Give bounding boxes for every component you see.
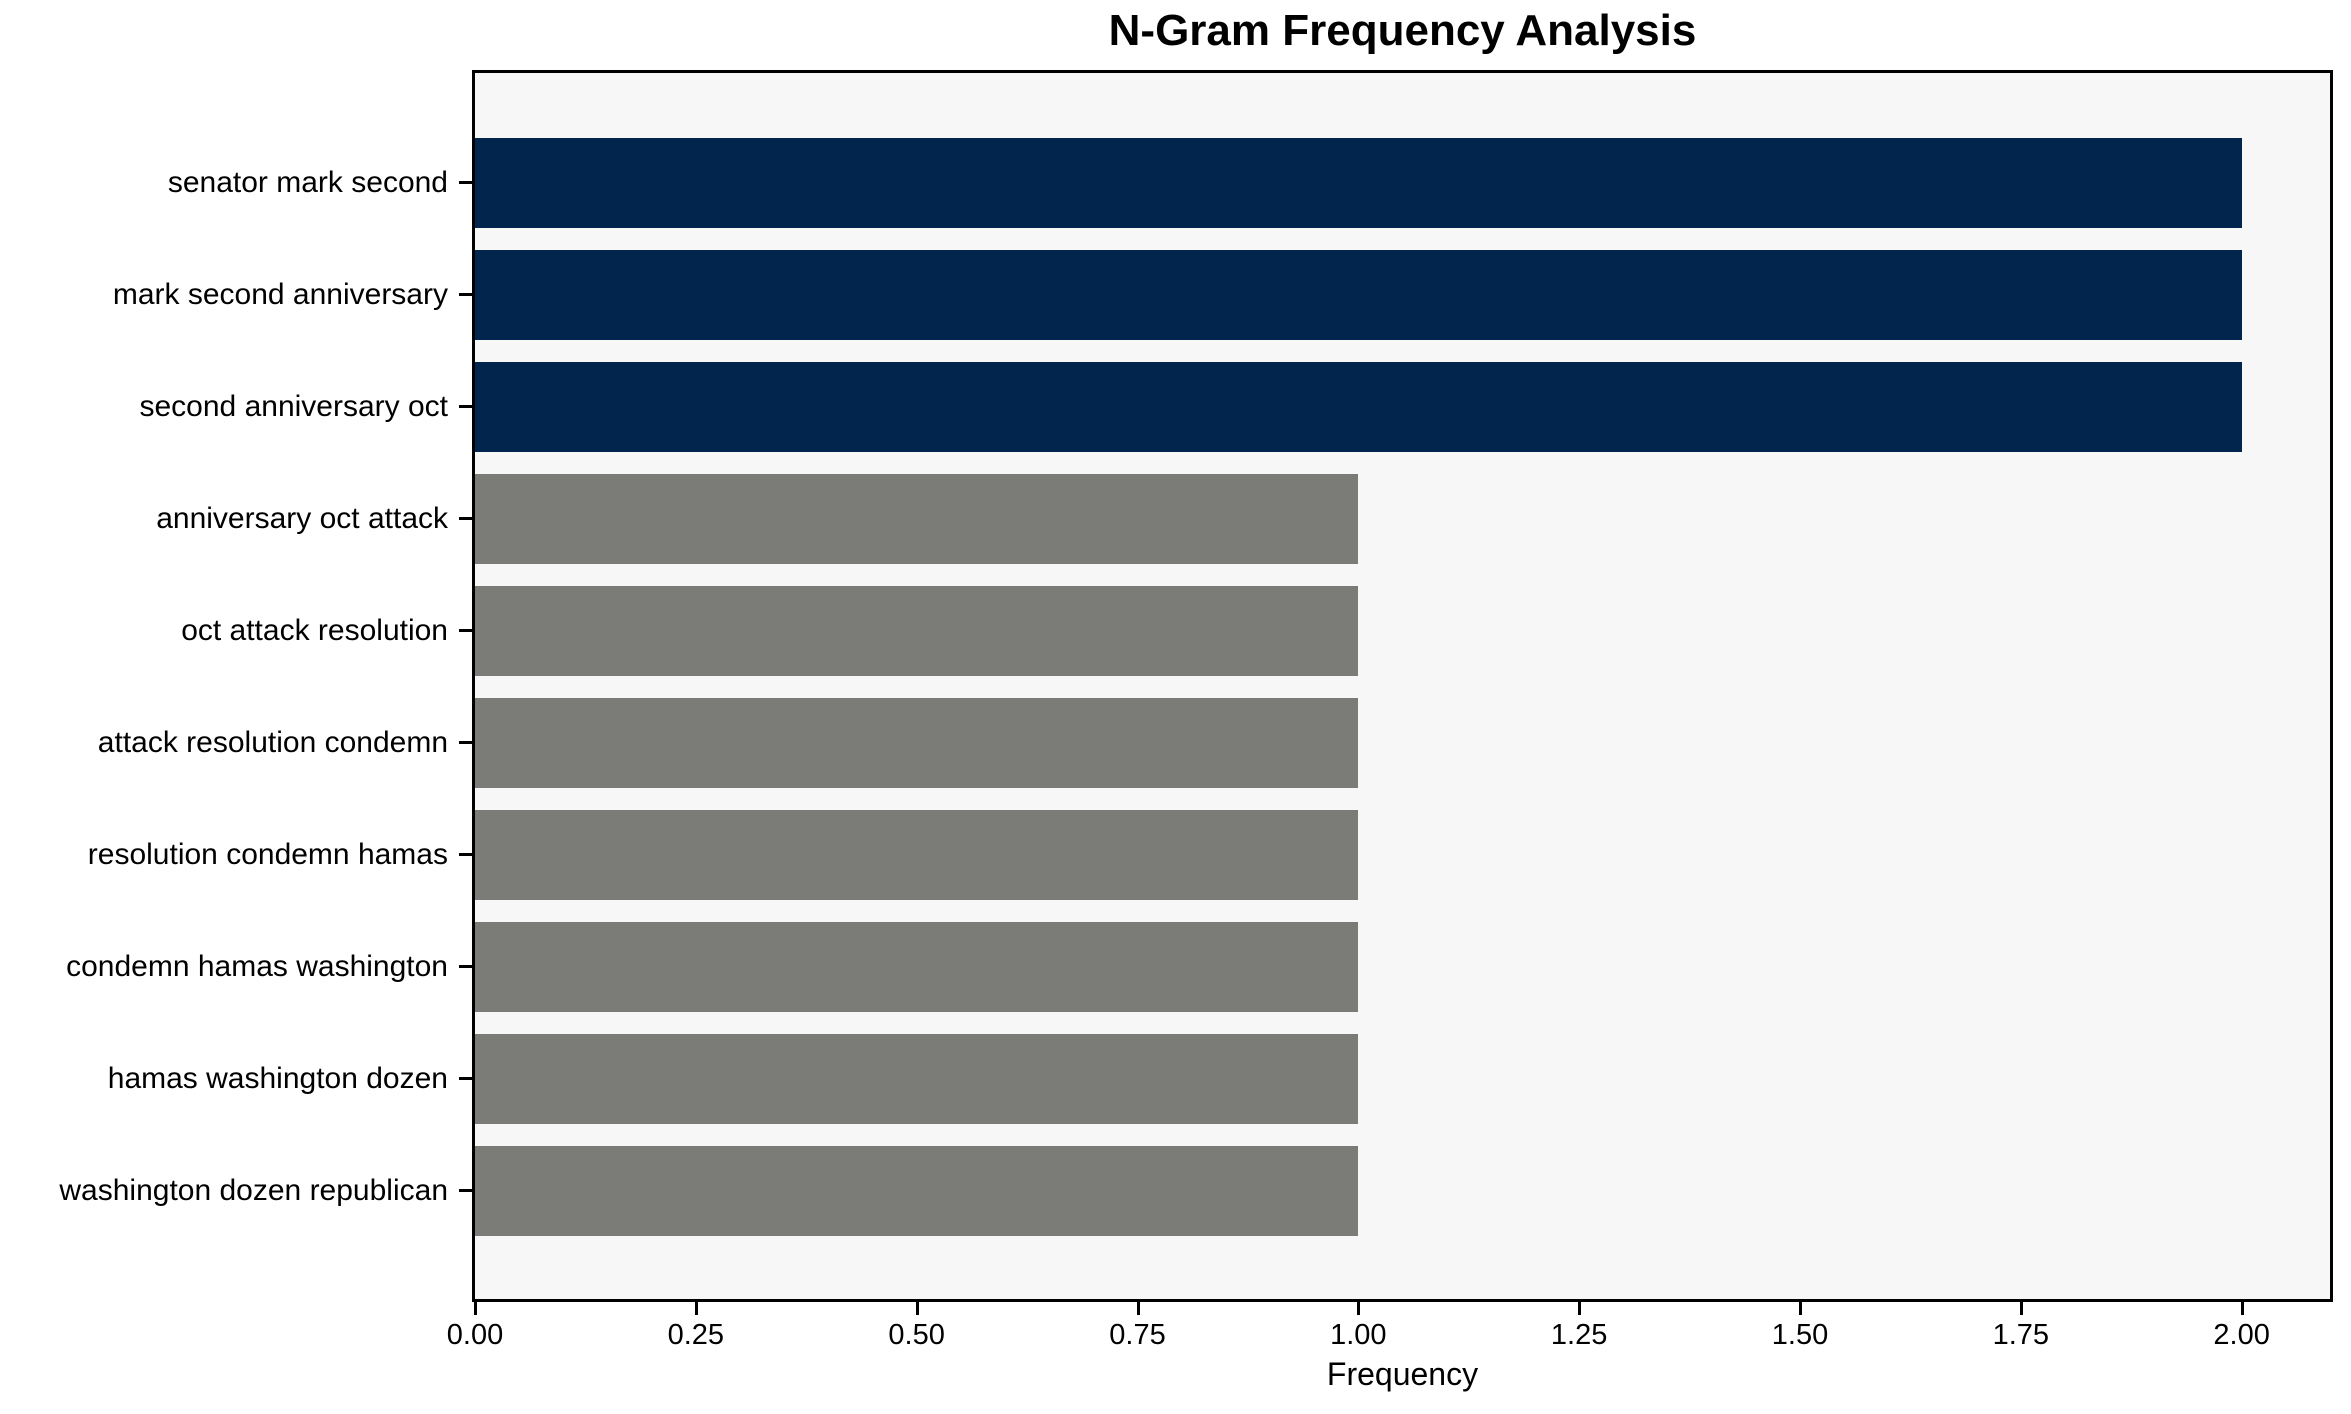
y-tick-mark	[459, 629, 472, 632]
bar-row: senator mark second	[168, 127, 2330, 239]
x-tick-mark	[1357, 1302, 1361, 1315]
bar-row: condemn hamas washington	[66, 911, 2330, 1023]
bar-row: mark second anniversary	[113, 239, 2330, 351]
y-tick-label: second anniversary oct	[139, 390, 449, 423]
x-tick-label: 0.25	[667, 1319, 725, 1351]
y-tick-mark	[459, 181, 472, 184]
y-tick-mark	[459, 1077, 472, 1080]
y-tick-label: senator mark second	[167, 166, 448, 199]
x-tick-mark	[474, 1302, 477, 1315]
bar-row: attack resolution condemn	[98, 687, 2330, 799]
y-tick-mark	[459, 293, 472, 296]
plot-area: senator mark second mark second anniversa…	[59, 70, 2333, 1351]
x-tick-mark	[694, 1302, 698, 1315]
y-tick-label: hamas washington dozen	[107, 1062, 448, 1095]
frequency-bar	[475, 698, 1359, 788]
x-tick-label: 0.50	[888, 1319, 945, 1351]
frequency-bar	[475, 138, 2242, 228]
frequency-bar	[475, 810, 1359, 900]
y-tick-label: oct attack resolution	[181, 614, 448, 647]
x-tick-label: 0.75	[1109, 1319, 1166, 1351]
frequency-bar	[475, 1146, 1359, 1236]
chart-title: N-Gram Frequency Analysis	[1108, 6, 1697, 55]
y-tick-label: condemn hamas washington	[66, 950, 448, 983]
x-tick-label: 1.75	[1992, 1319, 2050, 1351]
x-tick-label: 2.00	[2213, 1319, 2270, 1351]
y-tick-label: washington dozen republican	[59, 1174, 448, 1207]
x-axis-label: Frequency	[1326, 1356, 1479, 1392]
bar-row: hamas washington dozen	[108, 1023, 2330, 1135]
frequency-bar	[475, 474, 1359, 564]
y-tick-label: resolution condemn hamas	[87, 838, 448, 871]
bar-row: resolution condemn hamas	[88, 799, 2330, 911]
bar-row: washington dozen republican	[59, 1135, 2330, 1247]
x-tick-mark	[2240, 1302, 2244, 1315]
x-tick-mark	[1136, 1302, 1140, 1315]
x-tick-label: 1.25	[1550, 1319, 1608, 1351]
bar-row: oct attack resolution	[181, 575, 2330, 687]
x-tick-mark	[1578, 1302, 1582, 1315]
x-tick-label: 1.50	[1771, 1319, 1829, 1351]
frequency-bar	[475, 1034, 1359, 1124]
x-tick-mark	[2019, 1302, 2023, 1315]
bars-container: senator mark second mark second anniversa…	[59, 73, 2330, 1299]
bar-row: anniversary oct attack	[156, 463, 2330, 575]
frequency-bar	[475, 922, 1359, 1012]
y-tick-mark	[459, 853, 472, 856]
x-tick-label: 1.00	[1330, 1319, 1387, 1351]
x-tick-mark	[915, 1302, 919, 1315]
frequency-bar	[475, 362, 2242, 452]
y-tick-mark	[459, 405, 472, 408]
y-tick-mark	[459, 517, 472, 520]
y-tick-mark	[459, 965, 472, 968]
y-tick-label: mark second anniversary	[112, 278, 448, 311]
bar-row: second anniversary oct	[140, 351, 2330, 463]
y-tick-label: anniversary oct attack	[156, 502, 448, 535]
y-tick-label: attack resolution condemn	[97, 726, 448, 759]
y-tick-mark	[459, 741, 472, 744]
x-tick-label: 0.00	[446, 1319, 504, 1351]
frequency-bar	[475, 586, 1359, 676]
y-tick-mark	[459, 1189, 472, 1192]
frequency-bar	[475, 250, 2242, 340]
x-tick-mark	[1799, 1302, 1802, 1315]
